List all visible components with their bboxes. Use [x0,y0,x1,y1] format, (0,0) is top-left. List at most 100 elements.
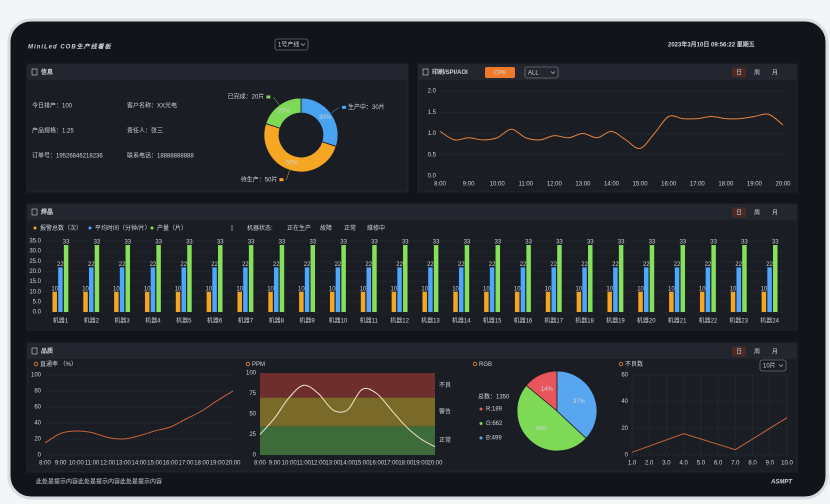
x-tick-label: 机器22 [699,317,718,325]
x-tick-label: 14:00 [131,461,147,467]
bar-value-label: 22 [612,262,619,268]
bar [181,267,186,312]
x-tick-label: 机器14 [452,317,471,325]
tab[interactable]: 日 [736,348,742,355]
bar [638,291,643,312]
x-tick-label: 机器17 [544,317,563,325]
chart-title: RGB [479,362,492,368]
band [260,397,435,427]
bar-value-label: 22 [520,262,527,268]
bar-value-label: 33 [587,240,594,246]
pie-slice [265,97,302,129]
line-select-box[interactable] [274,38,309,51]
line-select[interactable]: 1号产线 [278,40,299,48]
bar [453,291,458,312]
legend-dot [479,436,483,440]
panel-title: 焊晶 [41,208,53,216]
bar-value-label: 22 [705,262,712,268]
x-tick-label: 11:00 [296,461,311,467]
legend-dot [150,226,154,230]
x-tick-label: 16:00 [163,461,179,467]
bar-value-label: 33 [217,240,224,246]
bar-value-label: 10 [206,286,213,292]
callout-label: 生产中：30片 [348,103,385,111]
x-tick-label: 5.0 [697,461,706,467]
chart-title: 直通率 （%） [40,360,77,368]
y-tick-label: 20 [621,426,628,432]
callout-marker [342,105,347,109]
tab-active[interactable] [732,67,746,78]
x-tick-label: 8:00 [434,182,446,188]
defect-select-box[interactable] [759,359,787,372]
bar-value-label: 10 [329,286,336,292]
tab[interactable]: 周 [754,209,760,216]
x-tick-label: 16:00 [369,461,385,467]
bar [705,267,711,312]
y-tick-label: 80 [34,389,41,395]
x-tick-label: 7.0 [731,461,740,467]
x-tick-label: 10.0 [781,461,793,467]
percent-label: 49% [535,427,548,433]
percent-label: 14% [541,387,554,393]
tab[interactable]: 日 [736,209,742,216]
x-tick-label: 12:00 [311,461,327,467]
bar-value-label: 22 [643,262,650,268]
y-tick-label: 20 [34,437,41,443]
cpk-button-bg[interactable] [485,67,515,78]
tab-active[interactable] [732,346,746,357]
x-tick-label: 机器11 [360,317,379,325]
x-tick-label: 18:00 [718,182,734,188]
legend-label: 报警总数（次） [40,224,82,232]
bar-value-label: 33 [340,240,347,246]
band-label: 不良 [439,381,451,389]
x-tick-label: 20:00 [427,461,443,467]
all-select-box[interactable] [524,66,559,79]
bar-value-label: 33 [710,240,717,246]
x-tick-label: 15:00 [355,461,371,467]
tab[interactable]: 月 [772,348,778,355]
y-tick-label: 35.0 [29,239,41,245]
bar [644,267,649,312]
x-tick-label: 机器19 [606,317,625,325]
all-select[interactable]: ALL [528,70,539,76]
bar [576,291,582,312]
band-label: 警告 [439,408,451,416]
callout-marker [266,95,271,99]
bar [218,245,223,312]
tab[interactable]: 周 [754,69,760,76]
x-tick-label: 6.0 [714,461,723,467]
bar [119,267,125,312]
bar-value-label: 22 [180,262,187,268]
tab[interactable]: 周 [754,348,760,355]
bar-value-label: 22 [150,262,157,268]
x-tick-label: 13:00 [116,461,132,467]
bar [428,267,433,312]
bar-value-label: 33 [649,240,656,246]
x-tick-label: 11:00 [85,461,100,467]
x-tick-label: 机器4 [145,317,161,325]
status: 故障 [320,224,332,232]
x-tick-label: 11:00 [518,182,533,188]
bar [268,291,273,312]
legend-label: B:499 [486,436,502,442]
x-tick-label: 17:00 [178,461,194,467]
x-tick-label: 机器8 [269,317,285,325]
band [260,426,435,455]
bar-value-label: 22 [581,262,588,268]
bar [83,291,88,312]
bar-value-label: 10 [545,286,552,292]
cpk-button[interactable]: CPK [494,70,506,76]
tab[interactable]: 日 [736,69,742,76]
x-tick-label: 机器15 [483,317,502,325]
tab[interactable]: 月 [772,209,778,216]
chart-title: PPM [252,362,265,368]
defect-select[interactable]: 10片 [763,361,776,369]
bar [63,245,69,312]
x-tick-label: 15:00 [633,182,649,188]
y-tick-label: 30.0 [29,249,41,255]
tab[interactable]: 月 [772,69,778,76]
tab-active[interactable] [732,207,746,218]
bar [711,245,716,312]
bar [175,291,181,312]
